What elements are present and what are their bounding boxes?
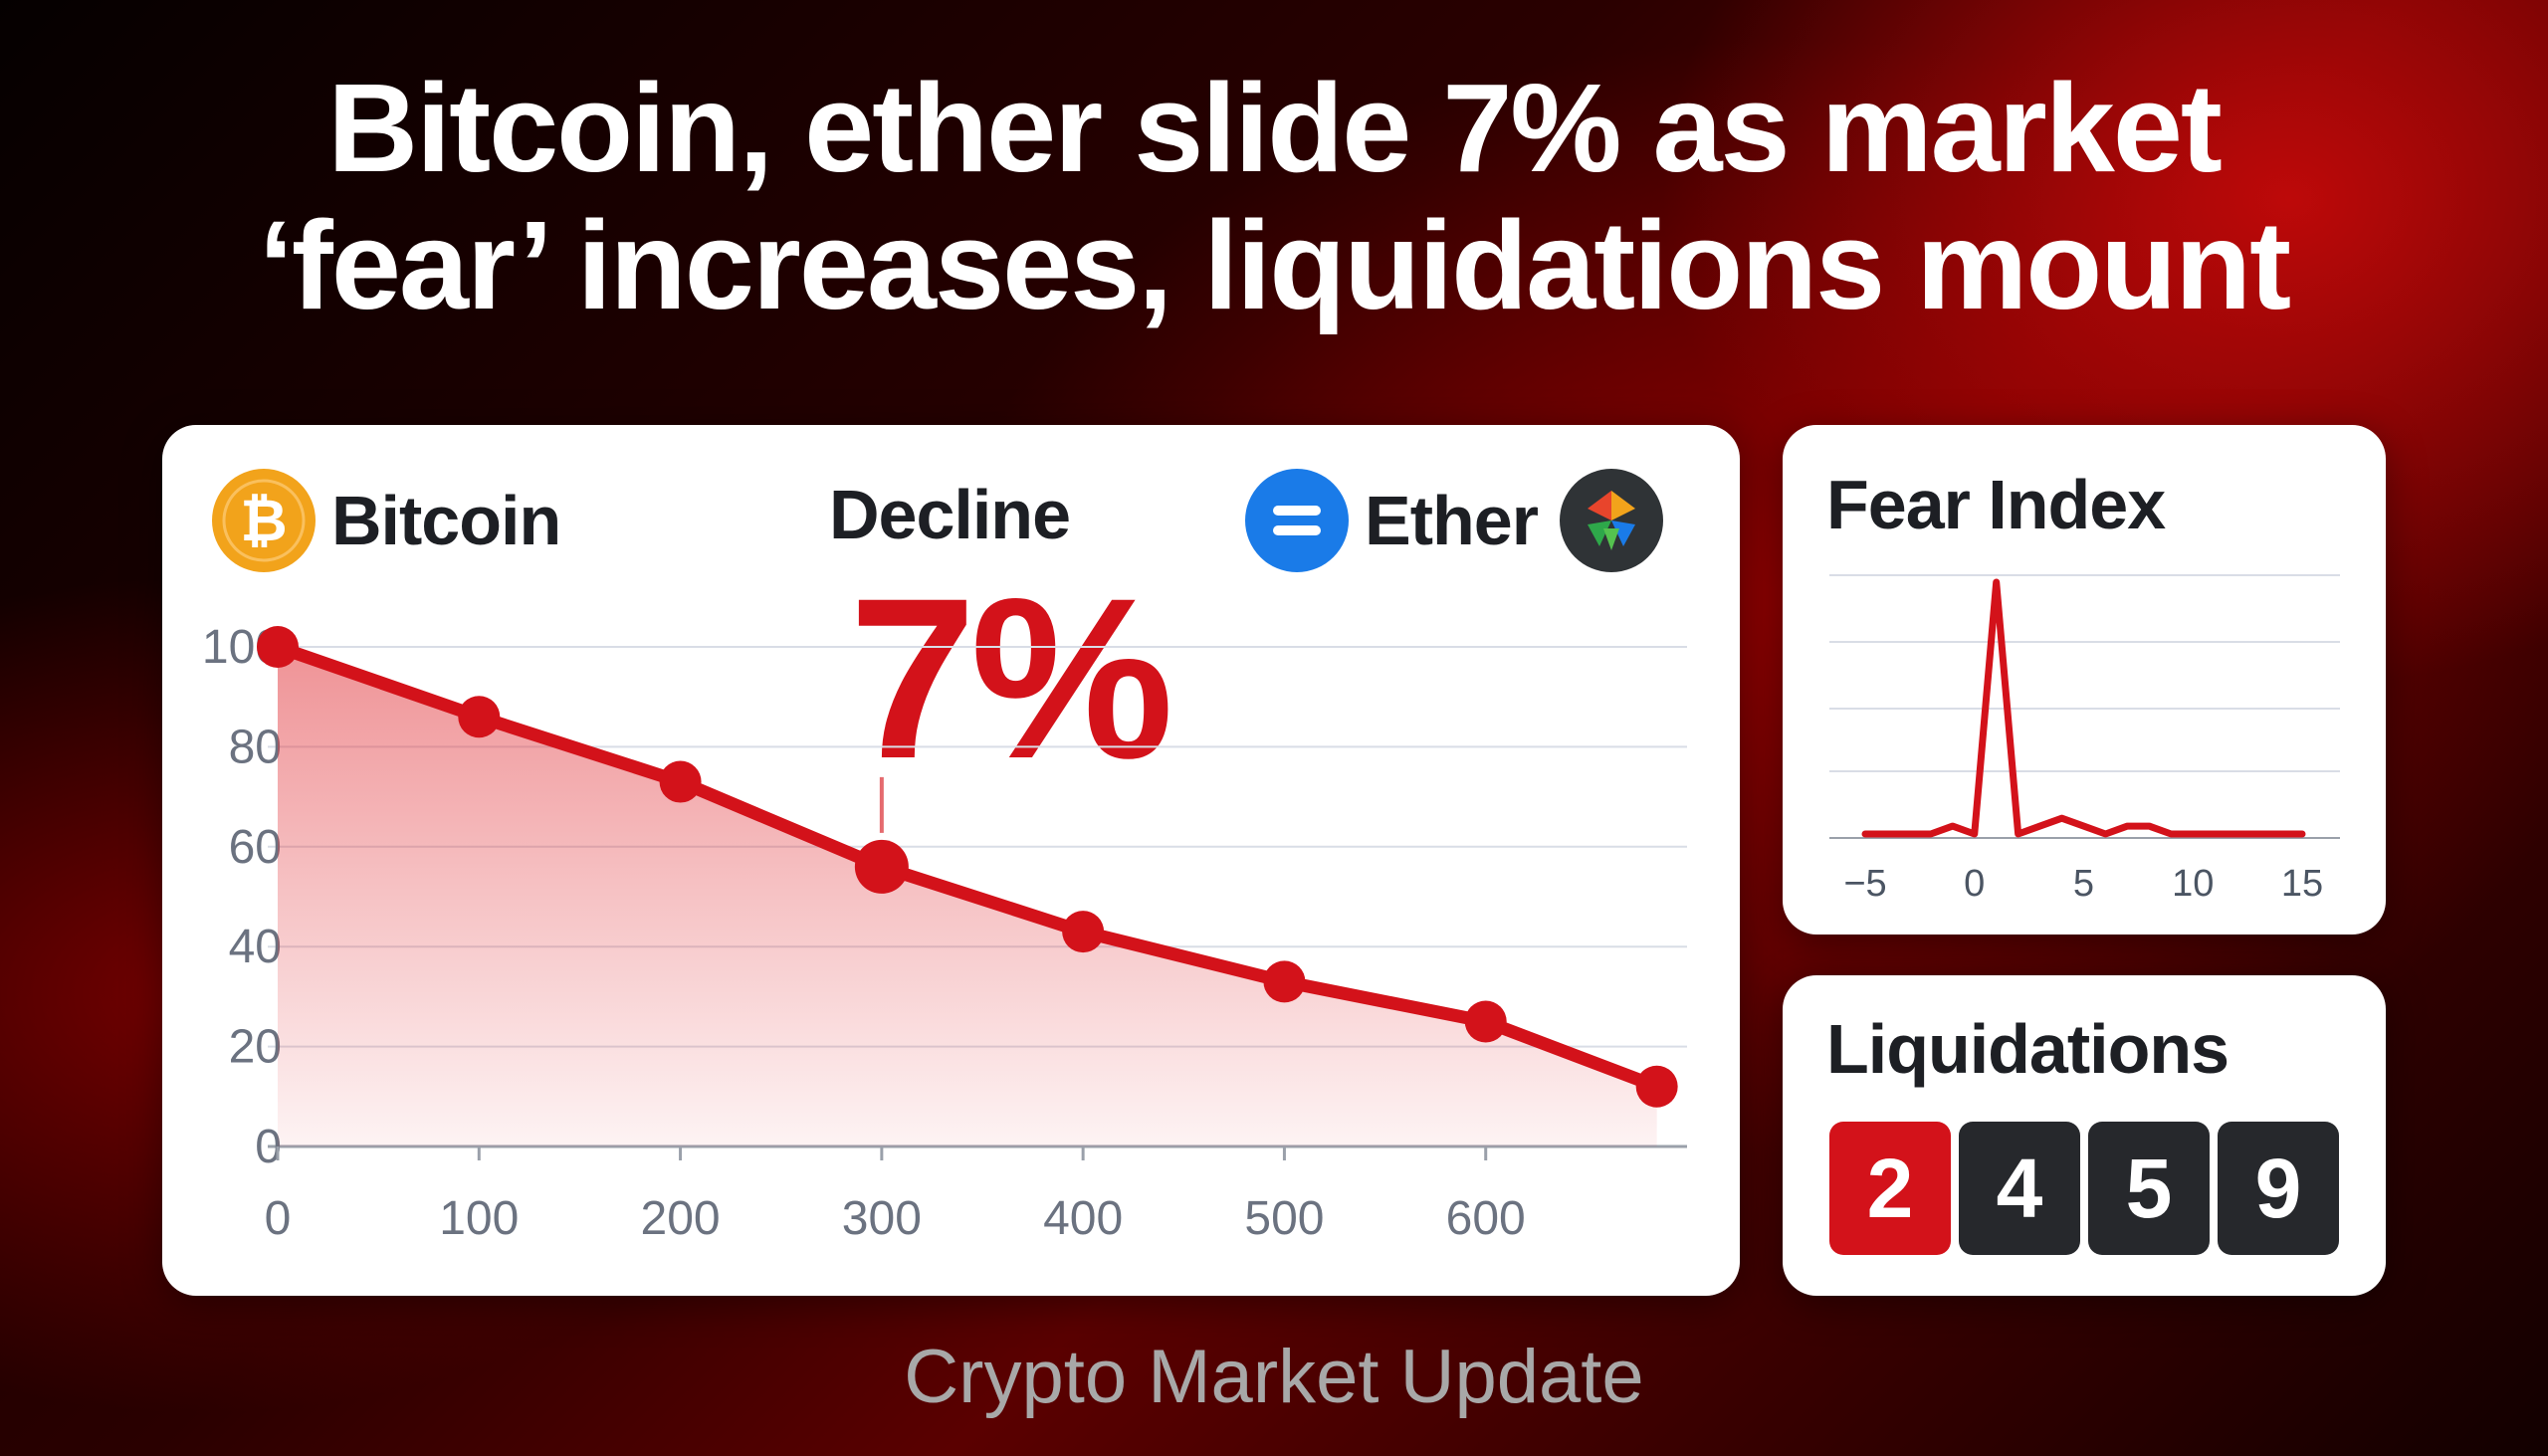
bitcoin-label: Bitcoin [331, 482, 561, 559]
y-tick-label: 20 [229, 1021, 282, 1074]
x-tick-label: 400 [1043, 1192, 1123, 1245]
data-point [458, 696, 501, 738]
fear-x-tick-label: 15 [2281, 863, 2323, 905]
fear-x-tick-label: 5 [2073, 863, 2094, 905]
fear-index-line [1861, 578, 2306, 838]
headline-line-2: ‘fear’ increases, liquidations mount [258, 195, 2291, 335]
decline-chart-card: ₿ Bitcoin Decline 7% Ether 0 20 40 60 80 100 0… [162, 425, 1740, 1296]
headline: Bitcoin, ether slide 7% as market ‘fear’… [0, 60, 2548, 334]
decline-label: Decline [829, 476, 1071, 553]
y-tick-label: 100 [202, 621, 282, 674]
data-point [659, 760, 702, 803]
x-tick-label: 500 [1244, 1192, 1324, 1245]
data-point [257, 626, 299, 668]
bitcoin-legend: ₿ Bitcoin [212, 469, 561, 572]
x-tick-label: 100 [439, 1192, 519, 1245]
y-tick-label: 40 [229, 921, 282, 973]
liquidations-digit: 5 [2088, 1122, 2210, 1255]
decline-percentage: 7% [849, 550, 1173, 806]
app-logo-icon [1559, 469, 1663, 572]
headline-line-1: Bitcoin, ether slide 7% as market [327, 58, 2223, 198]
liquidations-card: Liquidations 2 4 5 9 [1783, 975, 2386, 1296]
fear-x-tick-label: 0 [1964, 863, 1985, 905]
ether-label: Ether [1365, 482, 1539, 559]
x-tick-label: 600 [1446, 1192, 1526, 1245]
fear-x-tick-label: −5 [1843, 863, 1886, 905]
liquidations-digit: 4 [1959, 1122, 2080, 1255]
fear-index-title: Fear Index [1826, 466, 2166, 543]
svg-text:₿: ₿ [240, 489, 287, 553]
y-tick-label: 80 [229, 721, 282, 773]
footer-caption: Crypto Market Update [904, 1335, 1644, 1419]
ether-legend: Ether [1245, 469, 1663, 572]
fear-index-chart: −5 0 5 10 15 [1829, 574, 2340, 905]
ether-icon [1245, 469, 1349, 572]
y-tick-label: 0 [255, 1121, 282, 1173]
x-tick-label: 0 [265, 1192, 292, 1245]
data-point [1263, 960, 1306, 1003]
liquidations-title: Liquidations [1826, 1010, 2230, 1088]
liquidations-digit: 9 [2218, 1122, 2339, 1255]
x-tick-label: 300 [842, 1192, 922, 1245]
data-point [854, 839, 909, 894]
liquidations-digit: 2 [1829, 1122, 1951, 1255]
data-point [1464, 1000, 1507, 1043]
data-point [1062, 911, 1105, 953]
x-tick-label: 200 [641, 1192, 721, 1245]
y-tick-label: 60 [229, 821, 282, 874]
data-point [1635, 1065, 1678, 1108]
fear-x-tick-label: 10 [2172, 863, 2214, 905]
fear-index-card: Fear Index −5 0 5 10 15 [1783, 425, 2386, 935]
liquidations-counter: 2 4 5 9 [1829, 1122, 2339, 1255]
bitcoin-icon: ₿ [212, 469, 316, 572]
